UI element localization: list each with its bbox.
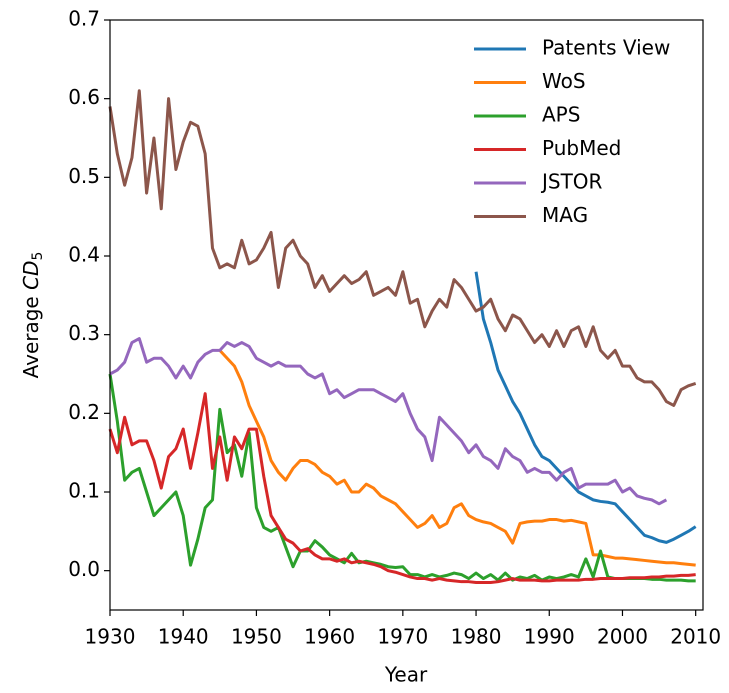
series-line: [109, 337, 668, 506]
series-line: [108, 392, 696, 584]
x-tick-label: 1930: [85, 625, 136, 649]
legend-label: APS: [542, 103, 580, 127]
y-label-symbol: CD: [19, 261, 43, 290]
y-axis-label: Average CD5: [19, 252, 47, 379]
series-line: [218, 349, 696, 567]
legend-label: PubMed: [542, 136, 621, 160]
y-tick-label: 0.1: [68, 479, 100, 503]
plot-frame: [109, 19, 704, 611]
x-tick-label: 1980: [451, 625, 502, 649]
y-tick-label: 0.5: [68, 164, 100, 188]
x-axis-label: Year: [384, 663, 428, 687]
y-tick-label: 0.6: [68, 85, 100, 109]
x-tick-label: 1970: [377, 625, 428, 649]
x-tick-label: 1990: [524, 625, 575, 649]
series-line: [108, 373, 696, 583]
x-tick-label: 2010: [670, 625, 721, 649]
x-tick-label: 1950: [231, 625, 282, 649]
legend-label: Patents View: [542, 36, 670, 60]
y-tick-label: 0.4: [68, 243, 100, 267]
legend-label: MAG: [542, 203, 588, 227]
y-tick-label: 0.2: [68, 400, 100, 424]
y-tick-label: 0.3: [68, 321, 100, 345]
y-label-subscript: 5: [30, 252, 46, 261]
legend-label: WoS: [542, 69, 586, 93]
series-line: [108, 89, 697, 407]
y-tick-label: 0.7: [68, 7, 100, 31]
x-tick-label: 2000: [597, 625, 648, 649]
legend-label: JSTOR: [540, 170, 603, 194]
series-line: [474, 271, 697, 544]
y-label-text: Average: [19, 290, 43, 379]
y-tick-label: 0.0: [68, 557, 100, 581]
x-tick-label: 1940: [158, 625, 209, 649]
x-tick-label: 1960: [304, 625, 355, 649]
